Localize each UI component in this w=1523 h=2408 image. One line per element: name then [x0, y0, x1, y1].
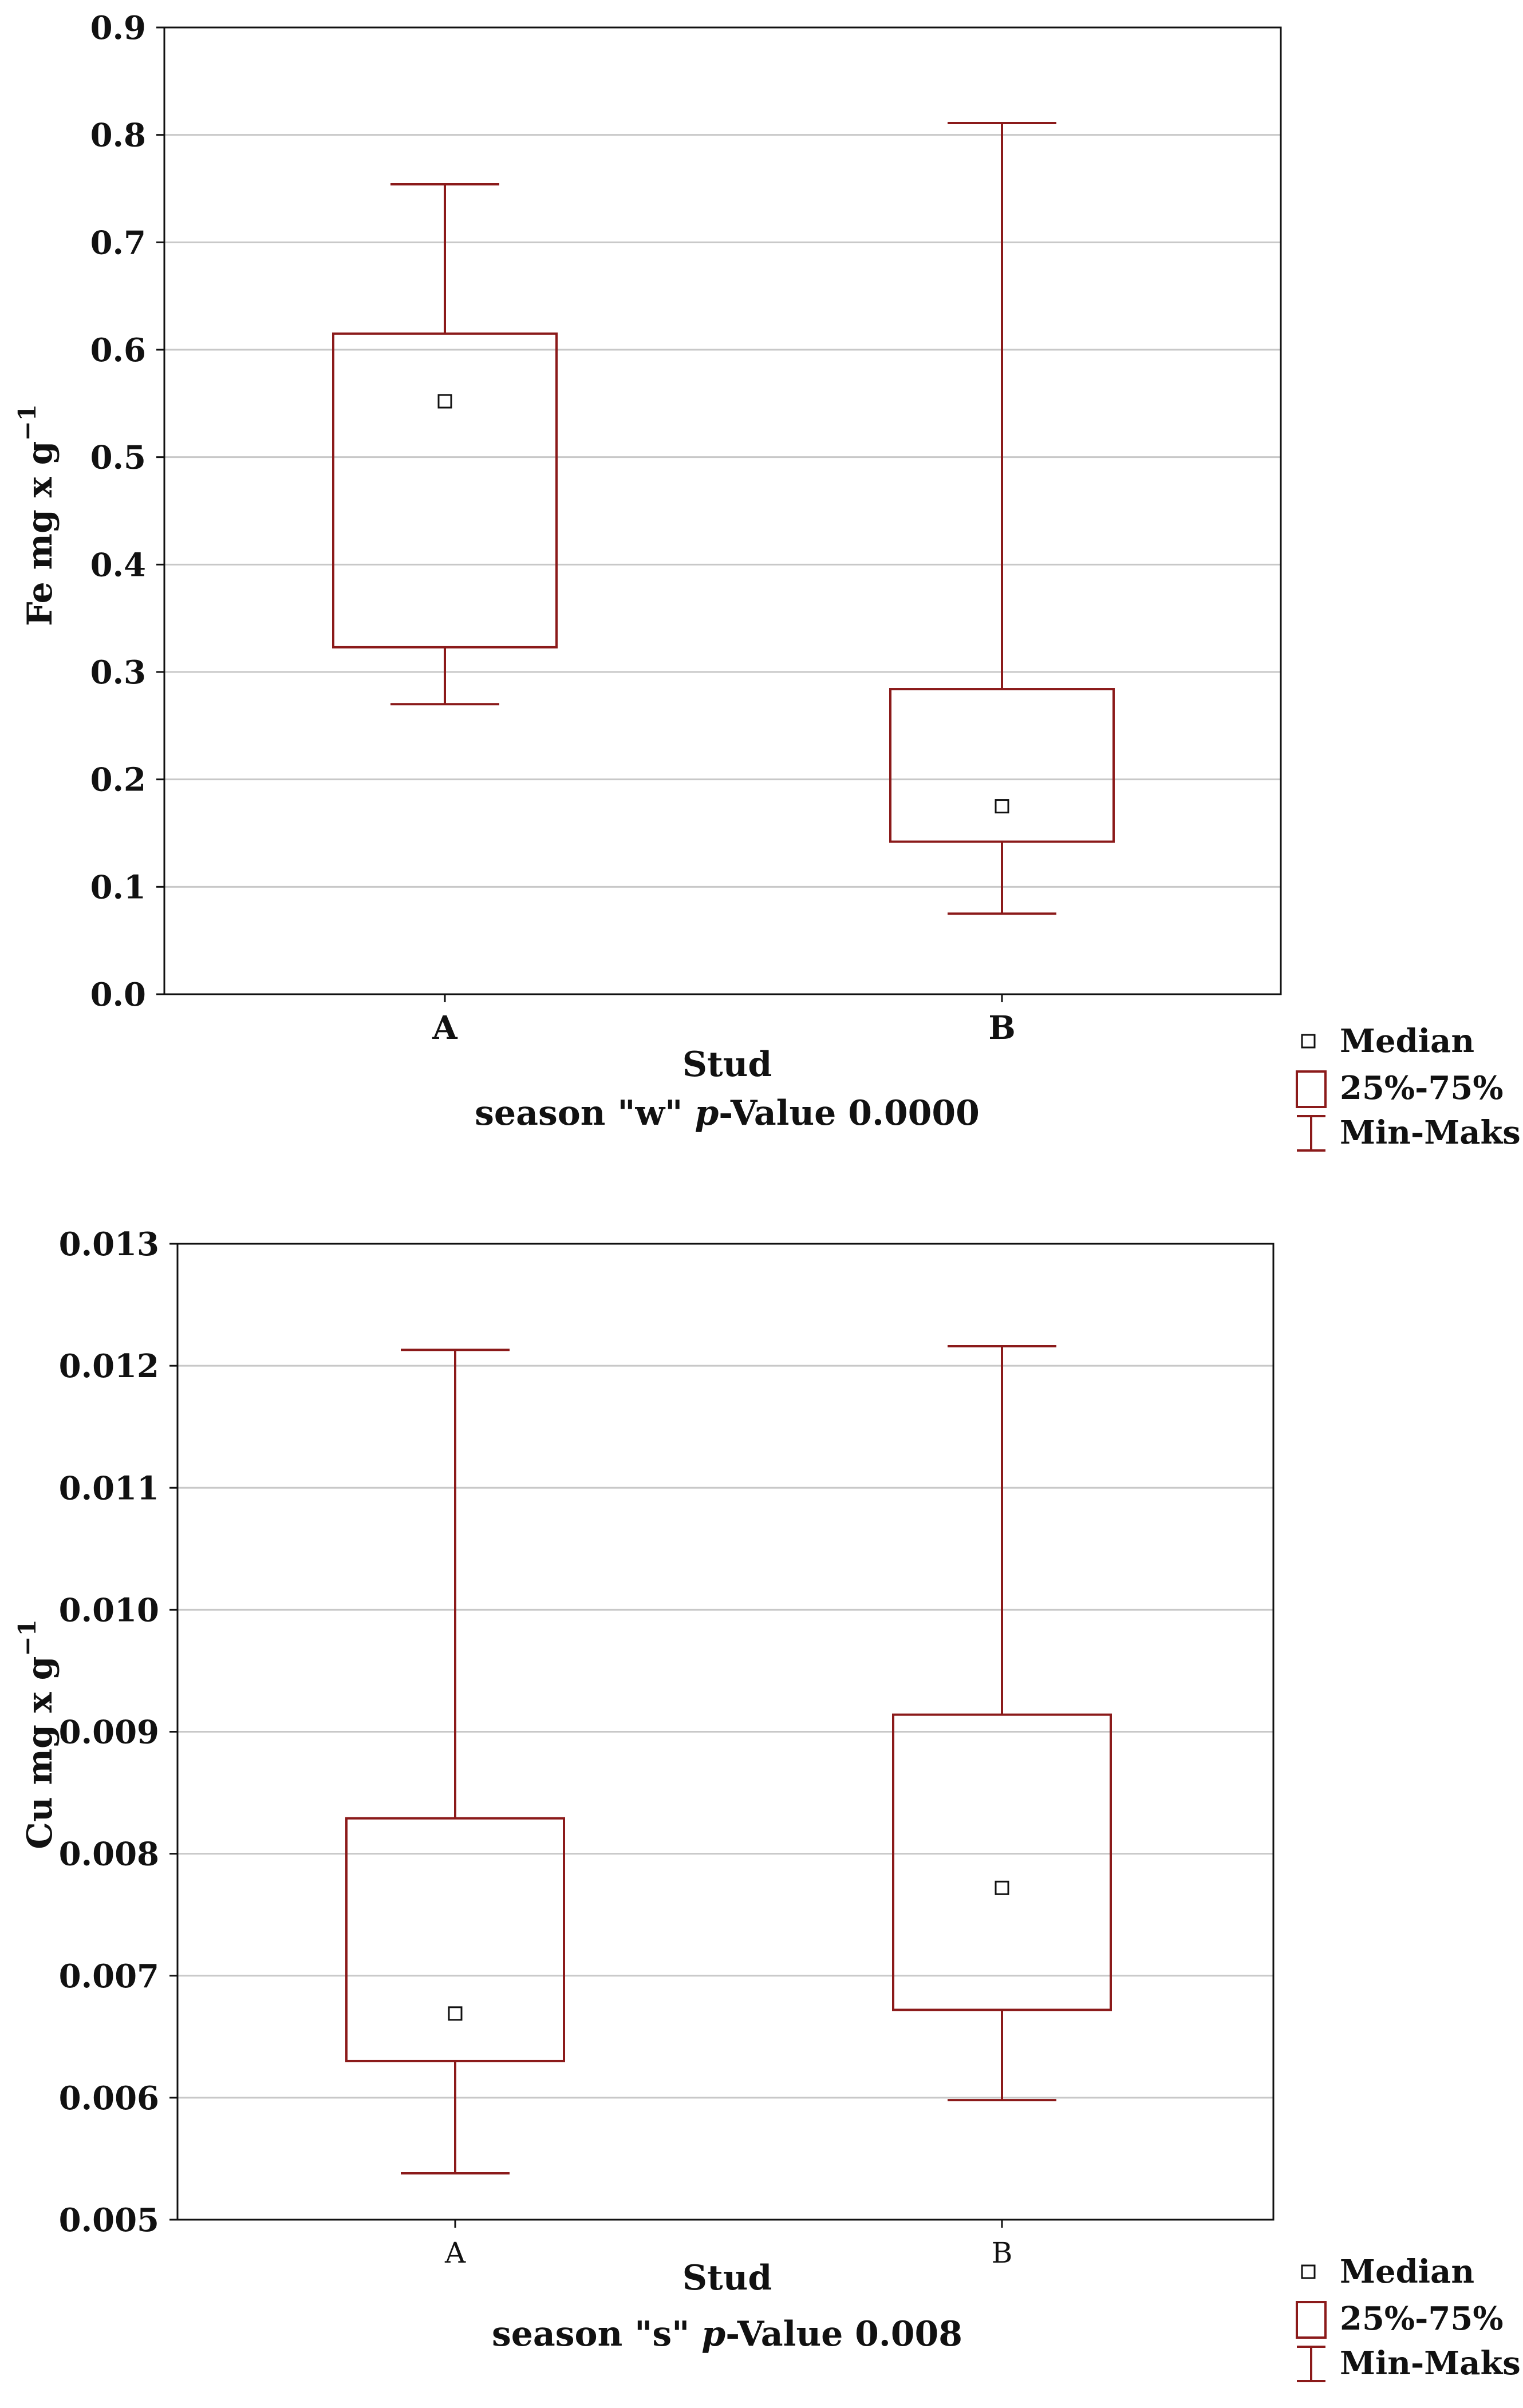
y-tick-label: 0.5	[90, 439, 146, 477]
legend-iqr-label: 25%-75%	[1340, 1069, 1504, 1107]
median-marker	[448, 2006, 463, 2021]
y-tick-label: 0.008	[59, 1836, 159, 1873]
y-tick-label: 0.6	[90, 331, 146, 369]
y-axis-title-main: Cu mg x g	[20, 1656, 60, 1849]
y-axis-title-main: Fe mg x g	[20, 441, 60, 626]
x-tick-label: A	[432, 1009, 458, 1047]
legend-iqr-symbol	[1296, 2301, 1327, 2339]
legend: Median 25%-75% Min-Maks	[1296, 2253, 1521, 2382]
x-tick-label: A	[444, 2236, 466, 2269]
plot-frame	[163, 26, 1282, 995]
box-b	[889, 122, 1115, 915]
y-tick-label: 0.010	[59, 1591, 159, 1629]
y-tick-label: 0.012	[59, 1347, 159, 1385]
legend-median-symbol	[1301, 1034, 1316, 1049]
x-tick-label: B	[988, 1009, 1015, 1047]
y-axis-title-superscript: −1	[13, 404, 41, 441]
plot-frame	[176, 1243, 1275, 2221]
subtitle-italic: p	[701, 2314, 725, 2354]
legend-range-label: Min-Maks	[1340, 2344, 1521, 2382]
y-axis-title-superscript: −1	[13, 1619, 41, 1656]
x-axis-title: Stud	[682, 1045, 772, 1085]
iqr-box	[892, 1713, 1112, 2011]
y-tick-label: 0.7	[90, 224, 146, 262]
median-marker	[437, 394, 452, 409]
x-tick-label: B	[992, 2236, 1013, 2269]
subtitle-suffix: -Value 0.0000	[719, 1093, 980, 1133]
iqr-box	[889, 688, 1115, 843]
y-tick-label: 0.011	[59, 1469, 159, 1507]
box-a	[345, 1349, 565, 2175]
y-tick-label: 0.005	[59, 2201, 159, 2239]
y-tick-label: 0.2	[90, 761, 146, 799]
chart-panel-2: 0.005 0.006 0.007 0.008 0.009 0.010 0.011 0.012…	[13, 1225, 1521, 2382]
x-axis-subtitle: season "s" p-Value 0.008	[492, 2314, 962, 2354]
y-axis-title: Fe mg x g−1	[13, 404, 60, 626]
legend-iqr-label: 25%-75%	[1340, 2300, 1504, 2338]
y-tick-label: 0.006	[59, 2079, 159, 2117]
y-tick-label: 0.9	[90, 9, 146, 47]
median-marker	[995, 1880, 1009, 1895]
y-tick-label: 0.4	[90, 546, 146, 584]
legend-iqr-symbol	[1296, 1070, 1327, 1108]
subtitle-prefix: season "w"	[475, 1093, 695, 1133]
iqr-box	[345, 1817, 565, 2062]
subtitle-italic: p	[695, 1093, 719, 1133]
y-tick-label: 0.1	[90, 868, 146, 906]
x-axis-subtitle: season "w" p-Value 0.0000	[475, 1093, 980, 1133]
chart-panel-1: 0.0 0.1 0.2 0.3 0.4 0.5 0.6 0.7 0.8 0.9 A B Stud seas…	[13, 9, 1521, 1152]
subtitle-suffix: -Value 0.008	[725, 2314, 962, 2354]
subtitle-prefix: season "s"	[492, 2314, 701, 2354]
y-tick-label: 0.8	[90, 117, 146, 155]
y-tick-label: 0.009	[59, 1714, 159, 1751]
iqr-box	[332, 332, 558, 649]
box-a	[332, 183, 558, 706]
y-axis-title: Cu mg x g−1	[13, 1619, 60, 1849]
legend: Median 25%-75% Min-Maks	[1296, 1022, 1521, 1152]
y-tick-label: 0.013	[59, 1225, 159, 1263]
legend-median-symbol	[1301, 2264, 1316, 2279]
x-axis-title: Stud	[682, 2258, 772, 2298]
y-tick-label: 0.007	[59, 1958, 159, 1995]
y-tick-label: 0.0	[90, 976, 146, 1014]
y-tick-label: 0.3	[90, 654, 146, 691]
legend-median-label: Median	[1340, 2253, 1474, 2291]
legend-range-label: Min-Maks	[1340, 1114, 1521, 1152]
legend-median-label: Median	[1340, 1022, 1474, 1060]
box-b	[892, 1345, 1112, 2102]
median-marker	[995, 799, 1009, 814]
